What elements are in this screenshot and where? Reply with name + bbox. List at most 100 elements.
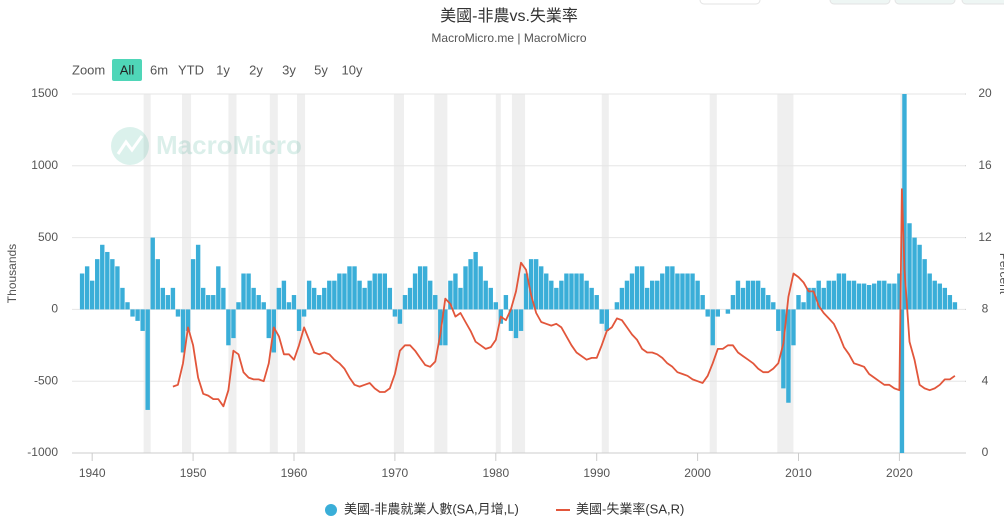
bar [781,309,786,389]
bar [927,273,932,310]
bar [216,266,221,310]
recession-band [434,94,448,453]
legend-label[interactable]: 美國-失業率(SA,R) [576,501,684,516]
bar [463,266,468,310]
x-tick-label: 2020 [886,466,913,480]
chart-title: 美國-非農vs.失業率 [440,7,578,25]
bar [488,287,493,310]
recession-band [297,94,306,453]
bar [947,295,953,310]
watermark: MacroMicro [111,127,302,165]
range-button[interactable]: 5y [314,62,328,77]
toolbar-button[interactable] [961,0,1004,5]
bar [236,302,241,310]
y-tick-label: 0 [51,302,58,316]
bar [261,302,266,310]
bar [594,295,599,310]
x-tick-label: 2000 [684,466,711,480]
bar [422,266,428,310]
bar [322,287,327,310]
range-button[interactable]: 6m [150,62,168,77]
bar [846,280,852,310]
x-tick-label: 2010 [785,466,812,480]
bar [407,287,413,310]
bar [417,266,423,310]
x-tick-label: 1950 [180,466,207,480]
bar [902,94,907,310]
bar [296,309,302,331]
bar [932,280,937,310]
bar [513,309,519,339]
bar [574,273,579,310]
bar [644,287,650,310]
bar [816,280,821,310]
bar [660,273,665,310]
toolbar-button[interactable] [894,0,956,5]
bar [473,251,478,310]
bar [135,309,140,321]
bar [180,309,186,353]
bar [619,287,625,310]
bar [710,309,715,346]
range-button-bg[interactable] [112,59,142,81]
bar [301,309,307,317]
bar [125,302,130,310]
bar [458,287,463,310]
watermark-text: MacroMicro [156,130,302,160]
bar [922,259,927,310]
bar [95,259,100,310]
bar [478,266,483,310]
bar [569,273,574,310]
range-button[interactable]: All [120,62,135,77]
bar [89,280,95,310]
range-button[interactable]: 2y [249,62,263,77]
recession-band [143,94,151,453]
bar [377,273,382,310]
bar [786,309,791,403]
toolbar-button[interactable] [699,0,761,5]
bar [649,280,655,310]
range-button[interactable]: 10y [342,62,363,77]
bar [755,280,761,310]
y2-tick-label: 16 [978,158,992,172]
bar [231,309,236,339]
range-button[interactable]: YTD [178,62,204,77]
bar [165,295,171,310]
bar [438,309,443,346]
toolbar-button[interactable] [829,0,891,5]
range-button[interactable]: 1y [216,62,230,77]
range-button[interactable]: 3y [282,62,296,77]
legend-label[interactable]: 美國-非農就業人數(SA,月增,L) [344,501,519,516]
bar [528,259,534,310]
bar [433,295,438,310]
bar [120,287,125,310]
bar [190,259,196,310]
bar [700,295,705,310]
bar [917,244,922,310]
bar [342,273,347,310]
bar [655,280,660,310]
y-tick-label: 1500 [31,86,58,100]
bar [675,273,680,310]
bar [347,266,352,310]
bar [861,283,867,310]
bar [150,237,155,310]
bar [776,309,781,331]
bar [105,251,110,310]
bar [836,273,842,310]
bar [397,309,403,324]
bar [453,273,458,310]
bar [952,302,958,310]
bar [523,273,529,310]
x-tick-label: 1970 [382,466,409,480]
bar [256,295,261,310]
bar [715,309,720,317]
bar [685,273,690,310]
bar [826,280,831,310]
bar [160,287,166,310]
bar [493,302,498,310]
bar [866,284,872,310]
y2-axis-title: Percent [997,253,1004,295]
y-tick-label: -1000 [27,445,58,459]
bar [599,309,604,324]
